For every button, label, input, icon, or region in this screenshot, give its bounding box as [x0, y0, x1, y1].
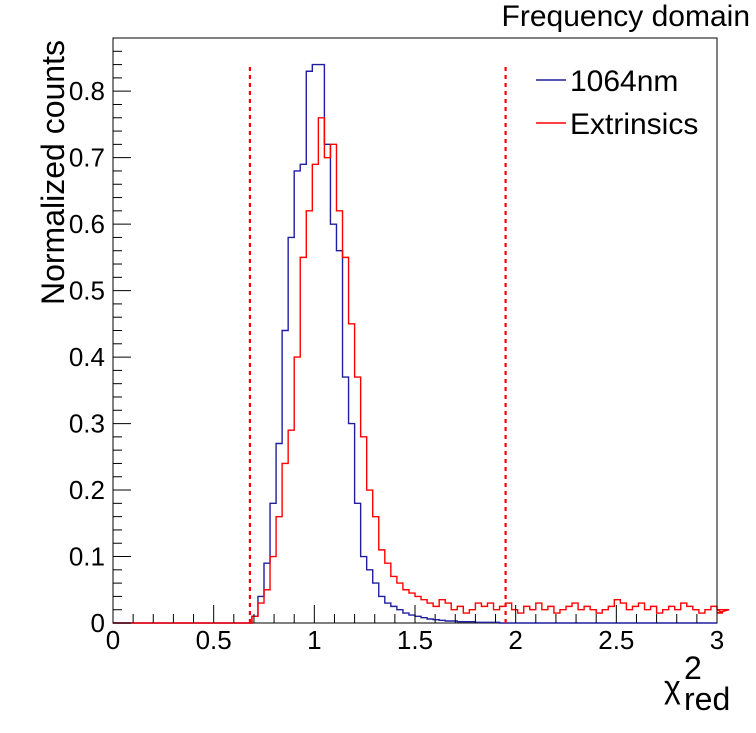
legend-label-1064nm: 1064nm	[570, 65, 678, 98]
y-tick-label: 0.7	[69, 143, 105, 173]
x-tick-label: 2.5	[598, 625, 634, 655]
histogram-series-1064nm	[113, 63, 717, 624]
x-tick-label: 1.5	[397, 625, 433, 655]
y-tick-label: 0.8	[69, 76, 105, 106]
legend: 1064nm Extrinsics	[536, 65, 698, 141]
x-axis-title-sub: red	[684, 681, 730, 717]
x-tick-label: 1	[307, 625, 321, 655]
x-axis-title-main: χ	[664, 669, 681, 705]
x-tick-label: 0	[106, 625, 120, 655]
y-axis-title: Normalized counts	[35, 40, 71, 305]
y-tick-label: 0.1	[69, 542, 105, 572]
histogram-series-extrinsics	[113, 117, 730, 624]
x-axis-title: χ 2 red	[664, 650, 730, 717]
y-tick-label: 0.6	[69, 209, 105, 239]
x-tick-label: 3	[710, 625, 724, 655]
legend-label-extrinsics: Extrinsics	[570, 108, 698, 141]
x-axis-title-sup: 2	[684, 650, 702, 686]
chart-title: Frequency domain	[502, 0, 750, 33]
y-tick-label: 0.5	[69, 276, 105, 306]
y-tick-label: 0.2	[69, 475, 105, 505]
y-tick-label: 0	[91, 608, 105, 638]
x-tick-label: 0.5	[196, 625, 232, 655]
y-tick-label: 0.4	[69, 342, 105, 372]
y-tick-label: 0.3	[69, 409, 105, 439]
x-tick-label: 2	[508, 625, 522, 655]
